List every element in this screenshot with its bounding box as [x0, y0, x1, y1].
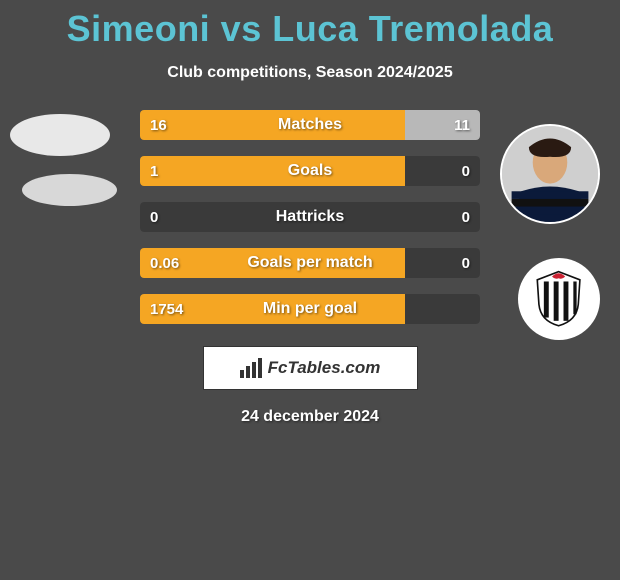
brand-box: FcTables.com [203, 346, 418, 390]
stat-value-right: 11 [454, 110, 470, 140]
stat-row: 1754Min per goal [140, 294, 480, 324]
stats-container: 16Matches111Goals00Hattricks00.06Goals p… [0, 110, 620, 324]
stat-row: 0.06Goals per match0 [140, 248, 480, 278]
date-text: 24 december 2024 [0, 408, 620, 426]
stat-label: Goals per match [140, 248, 480, 278]
stat-label: Matches [140, 110, 480, 140]
stat-label: Goals [140, 156, 480, 186]
stat-row: 0Hattricks0 [140, 202, 480, 232]
stat-value-right: 0 [462, 156, 470, 186]
stat-row: 16Matches11 [140, 110, 480, 140]
page-title: Simeoni vs Luca Tremolada [0, 0, 620, 50]
subtitle: Club competitions, Season 2024/2025 [0, 64, 620, 82]
stat-value-right: 0 [462, 248, 470, 278]
brand-text: FcTables.com [268, 358, 381, 378]
brand-chart-icon [240, 358, 262, 378]
stat-value-right: 0 [462, 202, 470, 232]
stat-row: 1Goals0 [140, 156, 480, 186]
stat-label: Hattricks [140, 202, 480, 232]
stat-label: Min per goal [140, 294, 480, 324]
